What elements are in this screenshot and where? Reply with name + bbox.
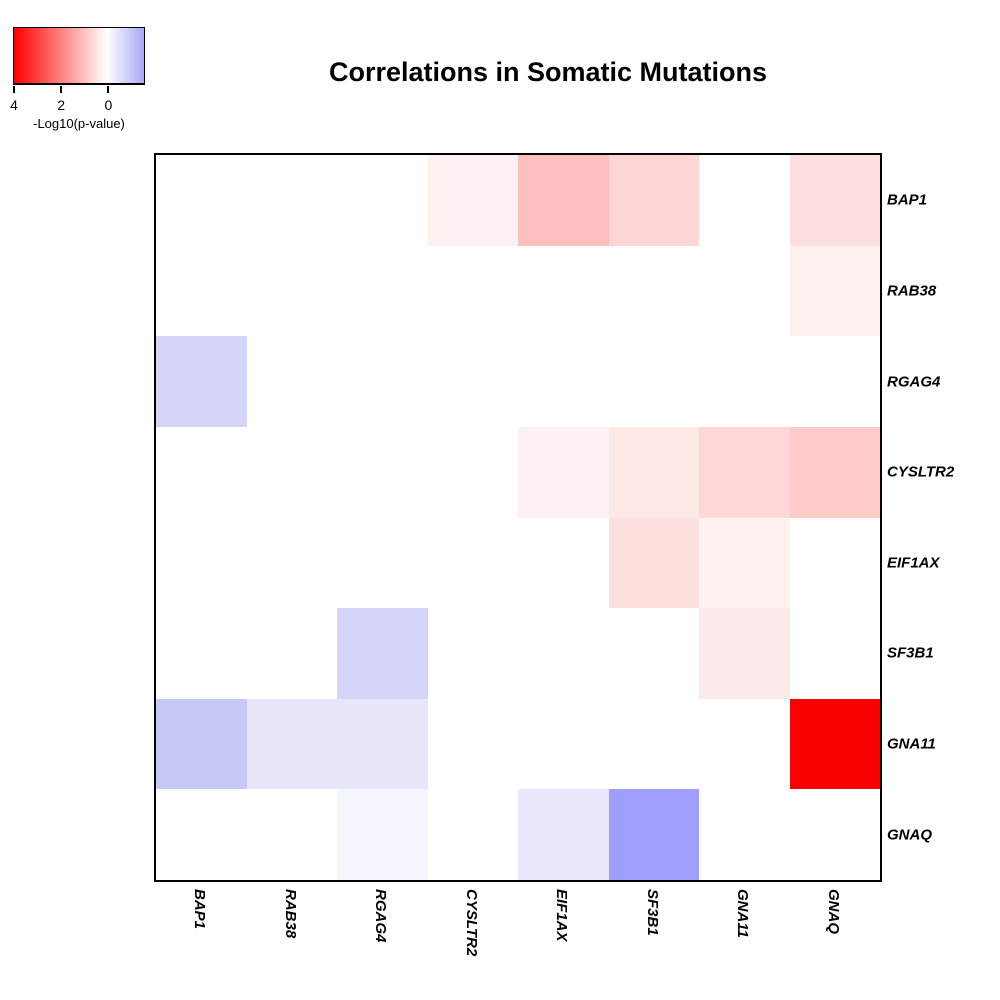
row-label-GNA11: GNA11 [887, 735, 936, 753]
row-label-GNAQ: GNAQ [887, 826, 932, 844]
heatmap-cell-RAB38-EIF1AX [518, 245, 609, 337]
heatmap-cell-RGAG4-BAP1 [156, 336, 247, 427]
heatmap-grid [154, 153, 882, 882]
heatmap-cell-BAP1-RAB38 [246, 155, 337, 246]
heatmap-cell-CYSLTR2-SF3B1 [608, 426, 699, 518]
col-label-RAB38: RAB38 [281, 889, 299, 939]
heatmap-cell-GNAQ-EIF1AX [518, 789, 609, 880]
heatmap-cell-RAB38-RGAG4 [337, 245, 428, 337]
heatmap-cell-BAP1-EIF1AX [518, 155, 609, 246]
legend-tick [13, 86, 15, 93]
heatmap-cell-RGAG4-SF3B1 [608, 336, 699, 427]
heatmap-cell-BAP1-RGAG4 [337, 155, 428, 246]
col-label-RGAG4: RGAG4 [372, 889, 390, 943]
heatmap-cell-SF3B1-CYSLTR2 [427, 608, 518, 699]
heatmap-cell-BAP1-SF3B1 [608, 155, 699, 246]
heatmap-cell-EIF1AX-CYSLTR2 [427, 517, 518, 609]
heatmap-cell-SF3B1-RAB38 [246, 608, 337, 699]
col-label-EIF1AX: EIF1AX [553, 889, 571, 942]
heatmap-cell-GNAQ-CYSLTR2 [427, 789, 518, 880]
heatmap-cell-CYSLTR2-GNA11 [699, 426, 790, 518]
heatmap-cell-CYSLTR2-BAP1 [156, 426, 247, 518]
heatmap-cell-EIF1AX-GNAQ [789, 517, 880, 609]
heatmap-cell-CYSLTR2-GNAQ [789, 426, 880, 518]
legend-tick [107, 86, 110, 93]
heatmap-cell-GNAQ-RAB38 [246, 789, 337, 880]
heatmap-cell-GNAQ-SF3B1 [608, 789, 699, 880]
heatmap-cell-SF3B1-BAP1 [156, 608, 247, 699]
heatmap-cell-GNAQ-BAP1 [156, 789, 247, 880]
col-label-BAP1: BAP1 [191, 889, 209, 930]
heatmap-cell-GNA11-SF3B1 [608, 698, 699, 790]
row-label-CYSLTR2: CYSLTR2 [887, 463, 955, 481]
col-label-SF3B1: SF3B1 [643, 889, 661, 936]
legend-tick-label: 2 [57, 97, 66, 113]
heatmap-cell-EIF1AX-GNA11 [699, 517, 790, 609]
heatmap-cell-GNA11-GNAQ [789, 698, 880, 790]
heatmap-cell-SF3B1-GNAQ [789, 608, 880, 699]
heatmap-cell-EIF1AX-EIF1AX [518, 517, 609, 609]
heatmap-cell-RAB38-BAP1 [156, 245, 247, 337]
heatmap-cell-SF3B1-GNA11 [699, 608, 790, 699]
heatmap-cell-SF3B1-EIF1AX [518, 608, 609, 699]
heatmap-cell-RGAG4-GNA11 [699, 336, 790, 427]
heatmap-cell-BAP1-GNA11 [699, 155, 790, 246]
col-label-GNA11: GNA11 [734, 889, 752, 938]
heatmap-cell-CYSLTR2-EIF1AX [518, 426, 609, 518]
heatmap-cell-SF3B1-RGAG4 [337, 608, 428, 699]
legend-tick [60, 86, 63, 93]
row-label-SF3B1: SF3B1 [887, 644, 934, 662]
heatmap-cell-BAP1-BAP1 [156, 155, 247, 246]
heatmap-cell-CYSLTR2-RGAG4 [337, 426, 428, 518]
heatmap-cell-BAP1-GNAQ [789, 155, 880, 246]
heatmap-cell-EIF1AX-BAP1 [156, 517, 247, 609]
row-label-BAP1: BAP1 [887, 191, 928, 209]
heatmap-cell-GNA11-EIF1AX [518, 698, 609, 790]
row-label-RAB38: RAB38 [887, 282, 937, 300]
heatmap-cell-RGAG4-CYSLTR2 [427, 336, 518, 427]
heatmap-cell-RAB38-RAB38 [246, 245, 337, 337]
col-label-GNAQ: GNAQ [824, 889, 842, 934]
row-label-EIF1AX: EIF1AX [887, 554, 940, 572]
heatmap-cell-SF3B1-SF3B1 [608, 608, 699, 699]
heatmap-cell-RAB38-SF3B1 [608, 245, 699, 337]
heatmap-cell-EIF1AX-SF3B1 [608, 517, 699, 609]
heatmap-cell-GNAQ-RGAG4 [337, 789, 428, 880]
legend-axis-label: -Log10(p-value) [33, 116, 125, 131]
legend-tick-label: 4 [10, 97, 18, 113]
col-label-CYSLTR2: CYSLTR2 [462, 889, 480, 957]
row-label-RGAG4: RGAG4 [887, 373, 941, 391]
heatmap-cell-GNA11-CYSLTR2 [427, 698, 518, 790]
heatmap-cell-GNAQ-GNA11 [699, 789, 790, 880]
heatmap-cell-RGAG4-RAB38 [246, 336, 337, 427]
heatmap-cell-RGAG4-GNAQ [789, 336, 880, 427]
heatmap-cell-EIF1AX-RGAG4 [337, 517, 428, 609]
heatmap-cell-RAB38-GNAQ [789, 245, 880, 337]
heatmap-cell-CYSLTR2-RAB38 [246, 426, 337, 518]
heatmap-cell-RAB38-GNA11 [699, 245, 790, 337]
heatmap-cell-CYSLTR2-CYSLTR2 [427, 426, 518, 518]
heatmap-cell-BAP1-CYSLTR2 [427, 155, 518, 246]
heatmap-cell-GNA11-RAB38 [246, 698, 337, 790]
heatmap-cell-GNAQ-GNAQ [789, 789, 880, 880]
legend-colorbar [13, 27, 145, 85]
heatmap-cell-GNA11-RGAG4 [337, 698, 428, 790]
heatmap-cell-RGAG4-RGAG4 [337, 336, 428, 427]
heatmap-cell-GNA11-GNA11 [699, 698, 790, 790]
heatmap-cell-RAB38-CYSLTR2 [427, 245, 518, 337]
heatmap-cell-EIF1AX-RAB38 [246, 517, 337, 609]
heatmap-cell-GNA11-BAP1 [156, 698, 247, 790]
heatmap-cell-RGAG4-EIF1AX [518, 336, 609, 427]
legend-tick-label: 0 [104, 97, 113, 113]
chart-title: Correlations in Somatic Mutations [328, 57, 768, 87]
